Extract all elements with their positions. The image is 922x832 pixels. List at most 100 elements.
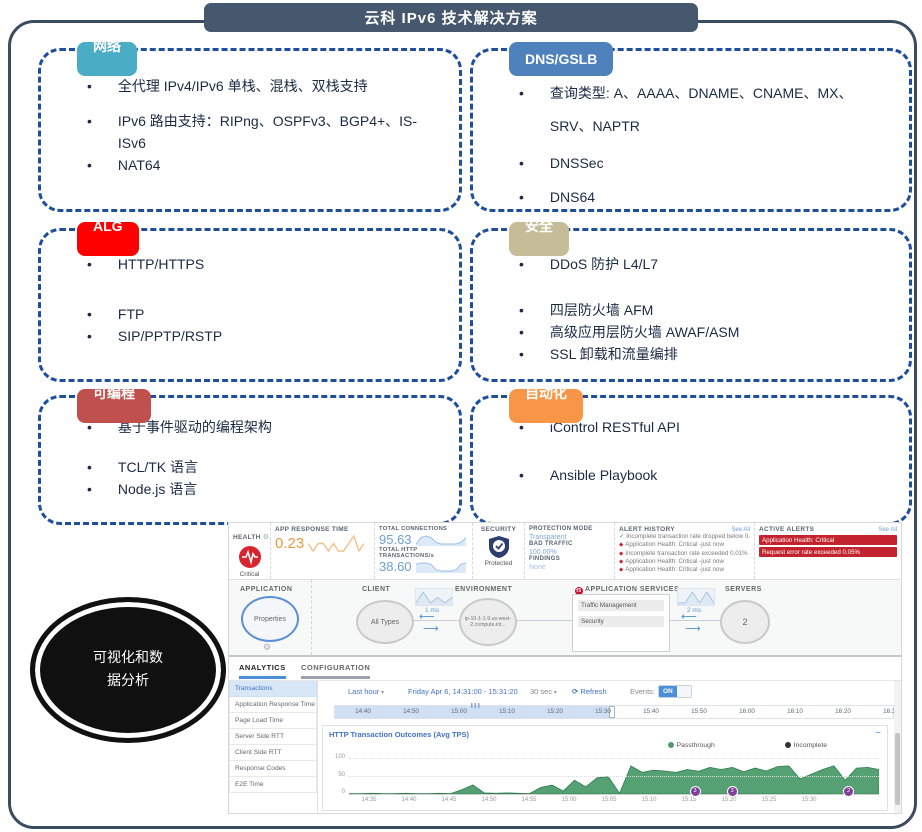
scrollbar-thumb[interactable] bbox=[895, 733, 900, 805]
client-latency: 1 ms bbox=[425, 607, 440, 614]
timeline-handle[interactable] bbox=[609, 706, 615, 718]
chart-title: HTTP Transaction Outcomes (Avg TPS) bbox=[329, 730, 470, 739]
y-axis-tick: 100 bbox=[334, 754, 345, 760]
timeline-tick: 16:00 bbox=[739, 708, 755, 715]
health-section: HEALTH ⚙ Critical bbox=[229, 523, 271, 579]
time-range-select[interactable]: Last hour bbox=[348, 687, 384, 696]
alert-history-see-all-link[interactable]: See All bbox=[731, 527, 750, 533]
bad-traffic-label: BAD TRAFFIC bbox=[529, 541, 573, 547]
service-item[interactable]: Traffic Management bbox=[578, 600, 664, 611]
bullet-item: DNSSec bbox=[519, 152, 887, 174]
sidebar-item-client-side-rtt[interactable]: Client Side RTT bbox=[229, 745, 317, 761]
timeline-tick: 16:30 bbox=[883, 708, 899, 715]
sidebar-item-server-side-rtt[interactable]: Server Side RTT bbox=[229, 729, 317, 745]
x-axis-tick: 15:25 bbox=[761, 797, 777, 803]
metrics-sidebar: Transactions Application Response Time P… bbox=[229, 681, 318, 813]
health-label: HEALTH bbox=[233, 534, 261, 541]
collapse-icon[interactable]: − bbox=[875, 728, 881, 739]
timeline-tick: 15:00 bbox=[451, 708, 467, 715]
x-axis-tick: 14:50 bbox=[481, 797, 497, 803]
refresh-button[interactable]: Refresh bbox=[572, 687, 606, 696]
transactions-label: TOTAL HTTP TRANSACTIONS/s bbox=[379, 547, 435, 559]
timeline-selection[interactable] bbox=[335, 706, 612, 718]
sidebar-item-e2e-time[interactable]: E2E Time bbox=[229, 777, 317, 793]
x-axis-tick: 15:05 bbox=[601, 797, 617, 803]
servers-node[interactable]: 2 bbox=[720, 600, 770, 644]
gridline bbox=[349, 758, 879, 759]
bullet-item: Ansible Playbook bbox=[519, 464, 887, 486]
security-status: Protected bbox=[484, 560, 513, 567]
bullet-item: SSL 卸载和流量编排 bbox=[519, 343, 887, 365]
client-label: CLIENT bbox=[362, 586, 391, 593]
protection-mode-label: PROTECTION MODE bbox=[529, 526, 593, 532]
connections-value: 95.63 bbox=[379, 532, 412, 547]
timeline-tick: 14:50 bbox=[403, 708, 419, 715]
bullet-item: 全代理 IPv4/IPv6 单栈、混栈、双栈支持 bbox=[87, 75, 437, 97]
connection-line bbox=[410, 620, 725, 621]
feature-box-alg: ALG HTTP/HTTPS FTP SIP/PPTP/RSTP bbox=[38, 222, 462, 382]
alert-history-section: ALERT HISTORY See All Incomplete transac… bbox=[615, 523, 755, 579]
tps-chart-card: HTTP Transaction Outcomes (Avg TPS) − Pa… bbox=[322, 725, 888, 811]
visualization-ellipse: 可视化和数据分析 bbox=[30, 597, 226, 743]
sidebar-item-transactions[interactable]: Transactions bbox=[229, 681, 317, 697]
f5-logo-icon: f5 bbox=[575, 587, 583, 595]
security-section: SECURITY Protected bbox=[473, 523, 525, 579]
tab-configuration[interactable]: CONFIGURATION bbox=[301, 663, 371, 679]
bullet-item: SIP/PPTP/RSTP bbox=[87, 325, 437, 347]
bullet-item: DDoS 防护 L4/L7 bbox=[519, 253, 887, 275]
interval-select[interactable]: 30 sec bbox=[530, 687, 557, 696]
application-services-box: Traffic Management Security bbox=[572, 594, 670, 652]
arrow-right-icon: ⟶ bbox=[423, 623, 439, 635]
feature-box-network: 网络 全代理 IPv4/IPv6 单栈、混栈、双栈支持 IPv6 路由支持：RI… bbox=[38, 42, 462, 212]
application-properties-node[interactable]: Properties bbox=[241, 596, 299, 642]
client-node[interactable]: All Types bbox=[356, 600, 414, 644]
feature-box-dns-tab: DNS/GSLB bbox=[509, 42, 614, 76]
timeline-tick: 14:40 bbox=[355, 708, 371, 715]
y-axis-tick: 50 bbox=[338, 772, 345, 778]
check-icon bbox=[619, 533, 626, 540]
arrow-left-icon: ⟵ bbox=[681, 611, 697, 623]
client-latency-sparkline bbox=[415, 588, 453, 606]
app-response-section: APP RESPONSE TIME 0.23 bbox=[271, 523, 375, 579]
connections-label: TOTAL CONNECTIONS bbox=[379, 526, 448, 532]
timeline-tick: 16:10 bbox=[787, 708, 803, 715]
sidebar-item-response-codes[interactable]: Response Codes bbox=[229, 761, 317, 777]
event-marker[interactable]: 2 bbox=[843, 786, 855, 797]
servers-label: SERVERS bbox=[725, 586, 762, 593]
connections-section: TOTAL CONNECTIONS 95.63 TOTAL HTTP TRANS… bbox=[375, 523, 473, 579]
tab-analytics[interactable]: ANALYTICS bbox=[239, 663, 286, 679]
service-item[interactable]: Security bbox=[578, 616, 664, 627]
analytics-dashboard: HEALTH ⚙ Critical APP RESPONSE TIME 0.23 … bbox=[228, 522, 902, 814]
event-marker[interactable]: 3 bbox=[689, 786, 701, 797]
environment-node[interactable]: ip-10-1-1-9.us-west-2.compute.int... bbox=[459, 598, 517, 646]
critical-icon bbox=[619, 566, 625, 573]
events-label: Events: bbox=[630, 687, 656, 696]
timeline-tick: 15:20 bbox=[547, 708, 563, 715]
feature-box-dns-label: DNS/GSLB bbox=[525, 51, 598, 67]
transactions-value: 38.60 bbox=[379, 559, 412, 574]
legend-dot bbox=[784, 742, 791, 748]
alert-history-item: Application Health: Critical -just now bbox=[619, 558, 750, 566]
sidebar-item-app-response-time[interactable]: Application Response Time bbox=[229, 697, 317, 713]
vertical-scrollbar[interactable] bbox=[894, 681, 901, 813]
gear-icon[interactable]: ⚙ bbox=[262, 534, 269, 541]
active-alerts-section: ACTIVE ALERTS See All Application Health… bbox=[755, 523, 901, 579]
health-pulse-icon bbox=[238, 546, 261, 568]
critical-icon bbox=[619, 558, 625, 565]
feature-box-security: 安全 DDoS 防护 L4/L7 四层防火墙 AFM 高级应用层防火墙 AWAF… bbox=[470, 222, 912, 382]
event-marker[interactable]: 3 bbox=[726, 786, 738, 797]
events-toggle-state: ON bbox=[659, 686, 677, 697]
x-axis-tick: 14:35 bbox=[361, 797, 377, 803]
sidebar-item-page-load-time[interactable]: Page Load Time bbox=[229, 713, 317, 729]
timeline-grip[interactable] bbox=[471, 703, 480, 708]
feature-box-automation-tab: 自动化 bbox=[509, 389, 583, 423]
bullet-item: HTTP/HTTPS bbox=[87, 253, 437, 275]
timeline-scrubber[interactable]: 14:40 14:50 15:00 15:10 15:20 15:30 15:4… bbox=[334, 703, 899, 719]
bullet-item: 高级应用层防火墙 AWAF/ASM bbox=[519, 321, 887, 343]
events-toggle[interactable]: ON bbox=[658, 685, 692, 698]
x-axis-ticks: 14:35 14:40 14:45 14:50 14:55 15:00 15:0… bbox=[349, 797, 829, 803]
timeline-tick: 15:10 bbox=[499, 708, 515, 715]
active-alerts-see-all-link[interactable]: See All bbox=[878, 527, 897, 533]
legend-item-incomplete: Incomplete bbox=[784, 742, 827, 749]
legend-item-passthrough: Passthrough bbox=[667, 742, 715, 749]
